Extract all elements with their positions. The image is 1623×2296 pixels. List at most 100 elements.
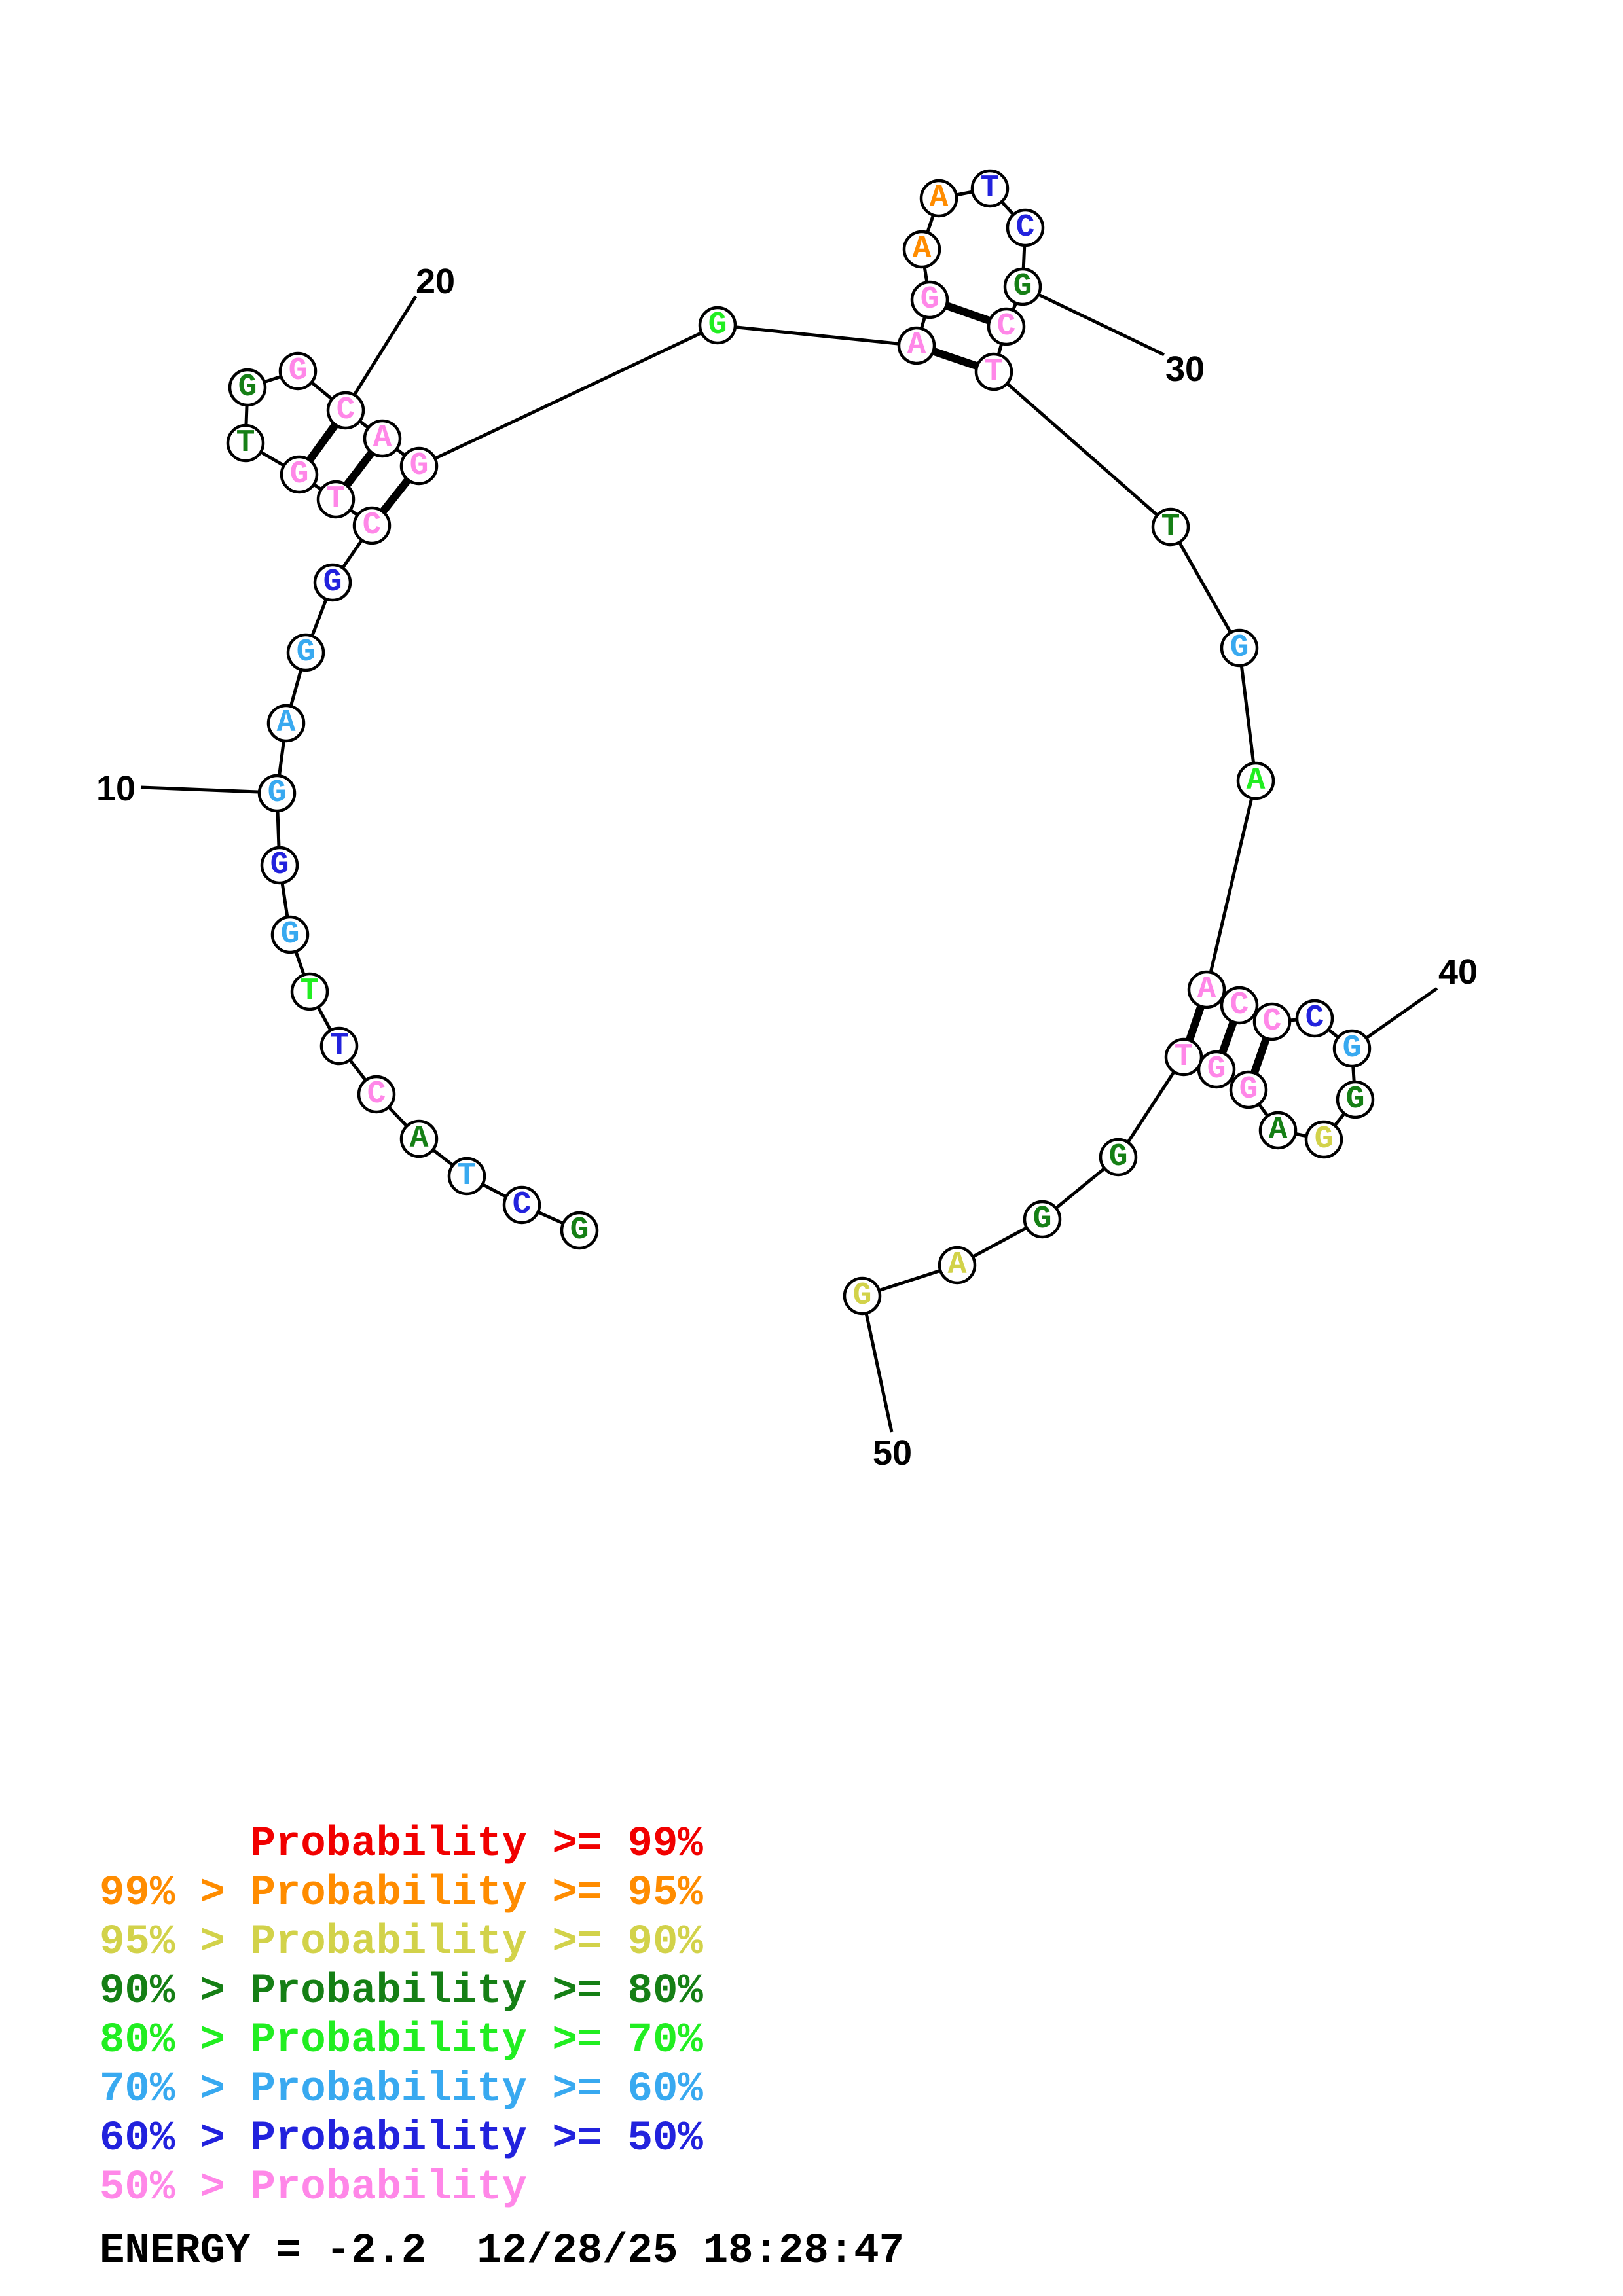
nucleotide-circle — [363, 419, 402, 458]
nucleotide-18: G — [228, 368, 267, 407]
nucleotide-circle — [326, 391, 365, 430]
backbone-segment — [1237, 647, 1258, 781]
nucleotide-circle — [278, 351, 318, 391]
label-pointer-line — [864, 1312, 894, 1433]
nucleotide-7: T — [290, 972, 329, 1011]
nucleotide-circle — [910, 280, 949, 319]
nucleotide-38: C — [1252, 1002, 1292, 1041]
nucleotide-42: G — [1304, 1120, 1343, 1159]
nucleotide-letter: G — [410, 448, 429, 484]
legend-row: Probability >= 99% — [100, 1821, 703, 1868]
nucleotide-circle — [357, 1075, 396, 1114]
backbone-segment — [1205, 780, 1258, 990]
nucleotide-letter: G — [1013, 269, 1032, 304]
nucleotide-32: T — [974, 352, 1013, 391]
nucleotide-letter: G — [270, 848, 289, 883]
nucleotide-44: G — [1229, 1070, 1268, 1109]
nucleotide-45: G — [1197, 1050, 1236, 1089]
nucleotide-circle — [1236, 761, 1275, 800]
nucleotide-circle — [1099, 1138, 1138, 1177]
nucleotide-letter: A — [1269, 1113, 1288, 1148]
nucleotide-letter: G — [921, 282, 939, 317]
nucleotide-circle — [1006, 208, 1045, 247]
nucleotide-circle — [1003, 267, 1042, 306]
nucleotide-41: G — [1336, 1080, 1375, 1119]
nucleotide-circle — [502, 1185, 541, 1225]
nucleotide-circle — [1023, 1200, 1062, 1239]
nucleotide-letter: A — [1247, 763, 1266, 798]
nucleotide-2: C — [502, 1185, 541, 1225]
nucleotide-letter: G — [1346, 1082, 1365, 1117]
nucleotide-letter: G — [570, 1213, 589, 1248]
nucleotide-letter: A — [930, 181, 949, 216]
nucleotide-letter: G — [268, 776, 287, 811]
nucleotide-letter: G — [1239, 1072, 1258, 1107]
nucleotide-23: G — [698, 306, 737, 345]
nucleotide-circle — [902, 230, 941, 269]
legend-row: 95% > Probability >= 90% — [100, 1919, 703, 1966]
nucleotide-letter: C — [337, 393, 356, 428]
nucleotide-circle — [560, 1211, 599, 1250]
position-label-20: 20 — [416, 262, 455, 301]
nucleotide-letter: C — [1230, 988, 1249, 1023]
nucleotide-letter: C — [367, 1077, 386, 1112]
nucleotide-circle — [286, 633, 325, 672]
nucleotide-circle — [987, 307, 1026, 346]
nucleotide-circle — [1336, 1080, 1375, 1119]
nucleotide-letter: G — [1230, 630, 1249, 666]
nucleotide-36: A — [1187, 970, 1226, 1009]
nucleotide-circle — [974, 352, 1013, 391]
nucleotide-circle — [919, 179, 958, 218]
nucleotide-22: G — [399, 446, 439, 486]
legend-row: 60% > Probability >= 50% — [100, 2115, 703, 2162]
nucleotide-28: T — [970, 169, 1010, 208]
nucleotide-17: T — [226, 423, 265, 463]
nucleotide-circle — [970, 169, 1010, 208]
nucleotide-1: G — [560, 1211, 599, 1250]
label-pointer-lines — [140, 293, 1438, 1433]
nucleotide-8: G — [270, 915, 310, 954]
nucleotide-19: G — [278, 351, 318, 391]
nucleotide-letter: G — [1033, 1202, 1052, 1237]
nucleotide-circle — [897, 326, 936, 365]
backbone-segment — [717, 323, 917, 348]
label-pointer-line — [1037, 293, 1165, 357]
nucleotide-29: C — [1006, 208, 1045, 247]
nucleotide-circle — [1187, 970, 1226, 1009]
nucleotide-circle — [257, 774, 297, 813]
nucleotide-letter: C — [1016, 210, 1035, 245]
nucleotide-16: G — [280, 455, 319, 494]
nucleotide-letter: T — [981, 171, 1000, 206]
nucleotide-50: G — [843, 1276, 882, 1316]
nucleotide-letter: A — [907, 328, 926, 363]
position-label-40: 40 — [1438, 952, 1478, 992]
nucleotide-circle — [1229, 1070, 1268, 1109]
nucleotide-letter: C — [363, 508, 382, 543]
nucleotide-20: C — [326, 391, 365, 430]
energy-line: ENERGY = -2.2 12/28/25 18:28:47 — [100, 2228, 904, 2275]
nucleotide-circle — [1295, 999, 1334, 1038]
legend-row: 90% > Probability >= 80% — [100, 1968, 703, 2015]
nucleotide-46: T — [1164, 1037, 1203, 1077]
legend-row: 50% > Probability — [100, 2164, 527, 2212]
nucleotide-circle — [1220, 986, 1259, 1025]
nucleotide-35: A — [1236, 761, 1275, 800]
nucleotide-letter: T — [327, 482, 346, 517]
backbone-segment — [993, 370, 1172, 528]
nucleotide-circle — [1252, 1002, 1292, 1041]
nucleotide-43: A — [1258, 1111, 1298, 1150]
nucleotide-circle — [938, 1246, 977, 1285]
nucleotide-circle — [316, 480, 356, 519]
label-pointer-line — [140, 785, 259, 794]
legend: Probability >= 99%99% > Probability >= 9… — [100, 1821, 703, 2212]
nucleotide-13: G — [313, 563, 352, 602]
nucleotide-21: A — [363, 419, 402, 458]
nucleotide-letter: G — [1343, 1031, 1362, 1066]
nucleotide-letter: T — [1161, 509, 1180, 545]
nucleotide-letter: A — [410, 1121, 429, 1157]
nucleotide-letter: G — [708, 308, 727, 343]
nucleotide-circle — [270, 915, 310, 954]
